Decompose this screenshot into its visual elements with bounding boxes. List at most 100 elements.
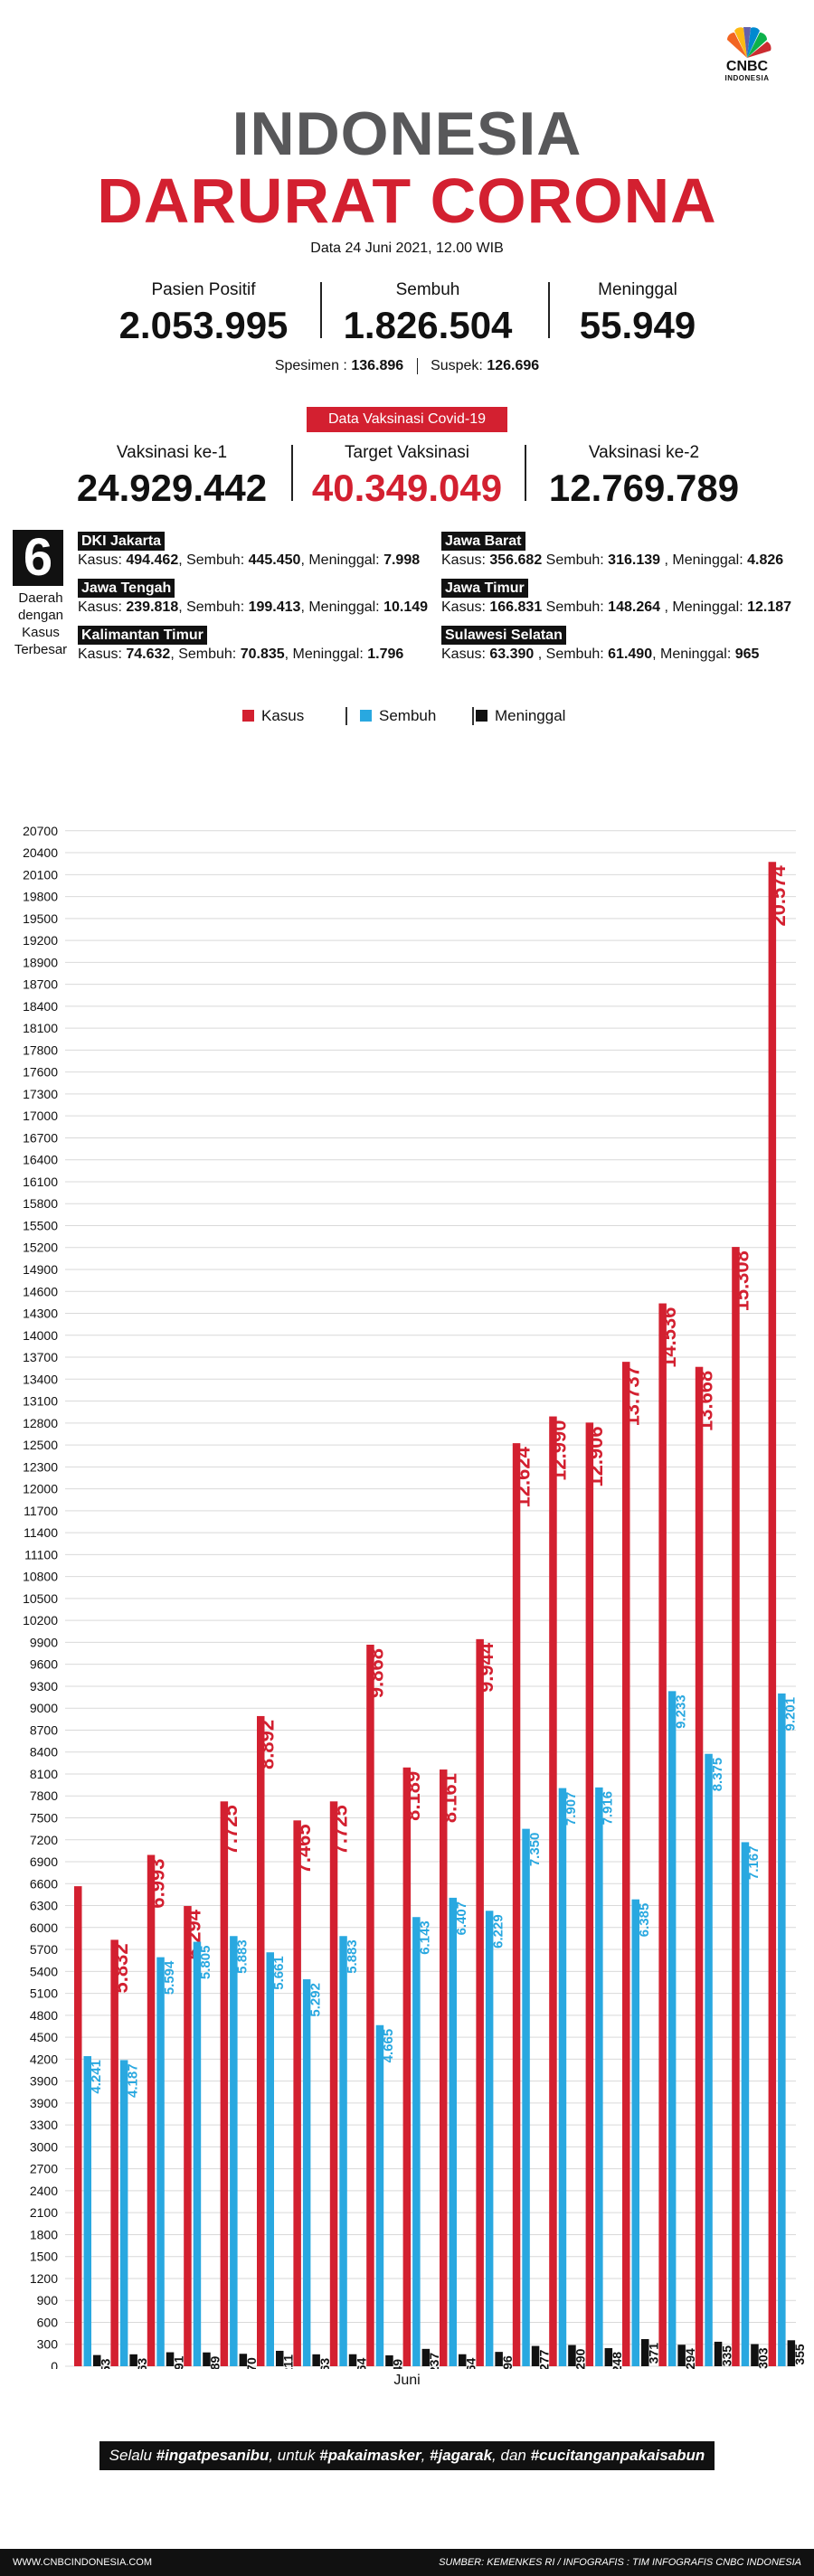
meninggal-value-label: 163: [135, 2358, 149, 2369]
bar-chart: 0 300 600 900 1200 1500 1800 2100 2400 2700 3000 33…: [23, 824, 807, 2369]
kasus-bar: [293, 1820, 301, 2366]
slogan-text: , dan: [492, 2447, 531, 2464]
region-name: Jawa Tengah: [78, 579, 175, 598]
sembuh-label: Sembuh:: [178, 646, 237, 662]
vax-target: Target Vaksinasi 40.349.049: [288, 443, 526, 510]
y-tick-label: 18400: [23, 999, 58, 1014]
kasus-value-label: 12.990: [548, 1420, 571, 1481]
meninggal-value: 12.187: [747, 599, 792, 615]
sembuh-value-label: 7.907: [563, 1792, 579, 1826]
kasus-bar: [147, 1854, 156, 2366]
kasus-value-label: 20.574: [767, 864, 790, 926]
kasus-bar: [658, 1303, 667, 2366]
y-tick-label: 4500: [30, 2030, 58, 2044]
slogan-text: Selalu: [109, 2447, 156, 2464]
meninggal-value-label: 149: [391, 2359, 405, 2369]
y-tick-label: 17000: [23, 1109, 58, 1123]
slogan-text: , untuk: [269, 2447, 320, 2464]
stat-value: 1.826.504: [343, 304, 513, 346]
title-line-1: INDONESIA: [232, 99, 582, 168]
sembuh-bar: [595, 1787, 603, 2366]
region-block: DKI Jakarta Kasus: 494.462, Sembuh: 445.4…: [78, 532, 420, 570]
meninggal-label: Meninggal:: [672, 552, 743, 568]
y-tick-label: 2100: [30, 2205, 58, 2220]
divider: [416, 358, 418, 374]
sembuh-bar: [522, 1828, 530, 2366]
sembuh-value-label: 7.916: [601, 1791, 616, 1826]
website-link[interactable]: WWW.CNBCINDONESIA.COM: [13, 2557, 152, 2568]
region-details: Kasus: 356.682 Sembuh: 316.139 , Meningg…: [441, 551, 783, 570]
sembuh-value-label: 4.665: [381, 2029, 396, 2063]
meninggal-bar: [604, 2347, 613, 2366]
y-tick-label: 11400: [24, 1525, 58, 1540]
meninggal-label: Meninggal:: [672, 599, 743, 615]
y-tick-label: 12000: [23, 1482, 58, 1496]
sembuh-value-label: 5.883: [345, 1939, 360, 1974]
sembuh-bar: [230, 1936, 238, 2366]
y-tick-label: 3900: [30, 2096, 58, 2110]
peacock-icon: [727, 27, 771, 58]
sembuh-value: 316.139: [608, 552, 661, 568]
region-caption: Daerah dengan Kasus Terbesar: [7, 590, 74, 658]
kasus-bar: [220, 1801, 229, 2366]
stat-label: Sembuh: [395, 280, 460, 299]
y-tick-label: 14900: [23, 1262, 58, 1277]
title-line-2: DARURAT CORONA: [97, 165, 717, 236]
sembuh-value: 445.450: [248, 552, 301, 568]
sembuh-value-label: 4.187: [125, 2063, 140, 2098]
sembuh-bar: [558, 1788, 567, 2366]
meninggal-bar: [568, 2345, 576, 2366]
y-tick-label: 13400: [23, 1372, 58, 1386]
logo-text: CNBC: [725, 59, 769, 74]
sembuh-value-label: 9.233: [673, 1694, 688, 1729]
y-tick-label: 6000: [30, 1920, 58, 1935]
y-tick-label: 16700: [23, 1130, 58, 1145]
kasus-label: Kasus:: [78, 552, 122, 568]
y-tick-label: 6900: [30, 1854, 58, 1869]
y-tick-label: 3300: [30, 2118, 58, 2132]
meninggal-value-label: 294: [683, 2348, 697, 2369]
legend-label: Kasus: [261, 707, 305, 724]
y-tick-label: 9000: [30, 1701, 58, 1715]
kasus-value-label: 15.308: [731, 1250, 753, 1311]
sembuh-value-label: 6.143: [418, 1920, 433, 1955]
divider: [548, 282, 550, 338]
legend-divider: [345, 707, 347, 725]
y-tick-label: 20400: [23, 845, 58, 860]
kasus-bar: [476, 1638, 484, 2366]
sembuh-value-label: 5.883: [235, 1939, 251, 1974]
kasus-bar: [257, 1715, 265, 2366]
sembuh-bar: [156, 1957, 165, 2366]
suspek-label: Suspek:: [431, 358, 483, 374]
meninggal-bar: [495, 2352, 503, 2366]
vax-label: Target Vaksinasi: [345, 443, 469, 462]
sembuh-value-label: 7.350: [527, 1833, 543, 1867]
y-tick-label: 2700: [30, 2162, 58, 2176]
hashtag: #pakaimasker: [319, 2447, 421, 2464]
dateline: Data 24 Juni 2021, 12.00 WIB: [310, 241, 504, 256]
meninggal-value-label: 371: [647, 2343, 661, 2364]
y-tick-label: 8400: [30, 1745, 58, 1760]
sembuh-bar: [193, 1941, 202, 2366]
sembuh-bar: [83, 2056, 91, 2366]
kasus-label: Kasus:: [78, 599, 122, 615]
vax-dose-2: Vaksinasi ke-2 12.769.789: [526, 443, 762, 510]
sembuh-bar: [705, 1753, 713, 2366]
y-tick-label: 8100: [30, 1767, 58, 1781]
legend-divider: [472, 707, 474, 725]
sembuh-bar: [741, 1842, 750, 2366]
kasus-label: Kasus:: [441, 552, 486, 568]
meninggal-value-label: 164: [354, 2358, 368, 2369]
meninggal-value-label: 355: [792, 2344, 807, 2365]
y-tick-label: 12500: [23, 1438, 58, 1452]
sembuh-label: Sembuh:: [545, 646, 604, 662]
y-tick-label: 4200: [30, 2052, 58, 2066]
kasus-bar: [622, 1362, 630, 2366]
meninggal-bar: [421, 2348, 431, 2366]
kasus-bar: [329, 1801, 338, 2366]
y-tick-label: 9900: [30, 1635, 58, 1649]
y-tick-label: 13700: [23, 1350, 58, 1364]
sembuh-label: Sembuh:: [186, 599, 245, 615]
separator: ,: [170, 646, 179, 662]
logo-subtext: INDONESIA: [724, 74, 770, 82]
